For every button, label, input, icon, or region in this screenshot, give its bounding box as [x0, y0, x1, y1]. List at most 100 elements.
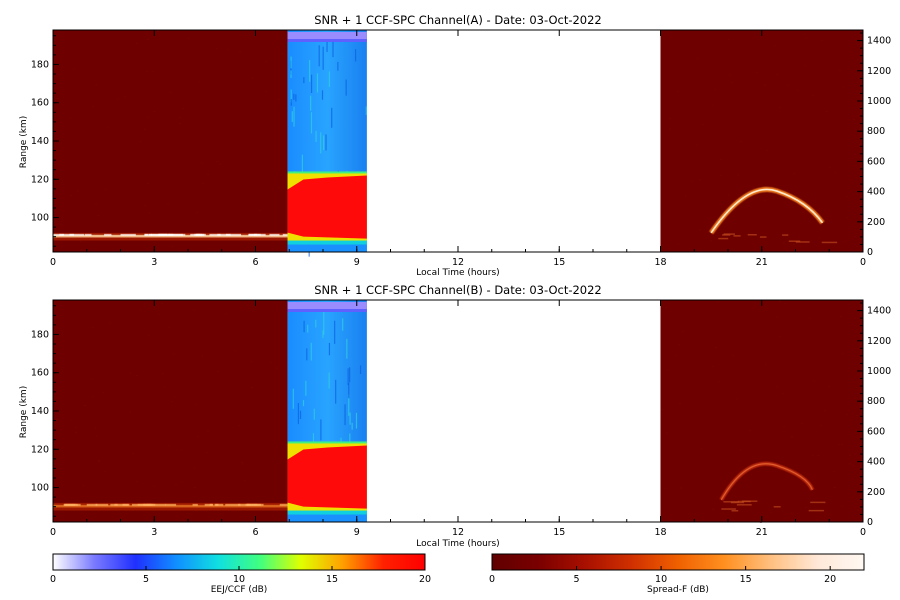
spread-f-noise: [224, 313, 227, 315]
panel-channel-b: SNR + 1 CCF-SPC Channel(B) - Date: 03-Oc…: [19, 283, 891, 549]
plume-streak: [723, 233, 735, 235]
spread-f-noise: [226, 49, 229, 51]
y2-tick-label: 1200: [867, 66, 891, 77]
echo-speck: [60, 233, 64, 236]
spread-f-noise: [671, 119, 674, 121]
spread-f-noise: [175, 449, 178, 451]
spread-f-noise: [800, 422, 803, 424]
echo-speck: [225, 233, 242, 236]
spread-f-noise: [801, 211, 804, 213]
echo-speck: [86, 503, 98, 506]
spread-f-noise: [808, 317, 811, 319]
x-tick-label: 18: [654, 257, 666, 268]
eej-streak: [295, 94, 297, 102]
spread-f-noise: [793, 244, 796, 246]
spread-f-noise: [714, 88, 717, 90]
spread-f-noise: [710, 240, 713, 242]
spread-f-noise: [846, 217, 849, 219]
spread-f-noise: [699, 229, 702, 231]
panel-title: SNR + 1 CCF-SPC Channel(A) - Date: 03-Oc…: [314, 13, 602, 27]
spread-f-noise: [70, 419, 73, 421]
spread-f-noise: [139, 141, 142, 143]
echo-speck: [150, 233, 167, 236]
echo-speck: [53, 233, 61, 236]
spread-f-noise: [250, 360, 253, 362]
echo-speck: [104, 233, 112, 236]
spread-f-noise: [839, 315, 842, 317]
y-tick-label: 180: [31, 59, 49, 70]
spread-f-noise: [168, 326, 171, 328]
spread-f-noise: [664, 487, 667, 489]
y-tick-label: 160: [31, 98, 49, 109]
echo-speck: [144, 233, 148, 236]
eej-streak: [344, 404, 346, 426]
eej-streak: [322, 330, 324, 339]
spread-f-noise: [207, 173, 210, 175]
eej-streak: [321, 90, 324, 100]
spread-f-noise: [277, 98, 280, 100]
spread-f-noise: [193, 467, 196, 469]
spread-f-noise: [696, 144, 699, 146]
spread-f-noise: [196, 211, 199, 213]
spread-f-noise: [737, 174, 740, 176]
spread-f-noise: [117, 98, 120, 100]
spread-f-noise: [251, 387, 254, 389]
spread-f-noise: [238, 424, 241, 426]
spread-f-noise: [239, 51, 242, 53]
spread-f-noise: [711, 365, 714, 367]
eej-streak: [322, 46, 324, 70]
spread-f-noise: [200, 355, 203, 357]
spread-f-noise: [56, 97, 59, 99]
x-tick-label: 6: [252, 527, 258, 538]
echo-speck: [69, 233, 85, 236]
spread-f-noise: [838, 443, 841, 445]
spread-f-noise: [715, 346, 718, 348]
x-tick-label: 15: [553, 527, 565, 538]
spread-f-noise: [728, 74, 731, 76]
axis-ticks: 0 3 6 9 12 15 18 21 0 100 120 140 160 180 0 200 400 600 80…: [31, 299, 891, 538]
x-tick-label: 0: [860, 527, 866, 538]
spread-f-noise: [720, 158, 723, 160]
eej-streak: [302, 400, 305, 407]
eej-streak: [351, 422, 353, 430]
echo-speck: [215, 503, 224, 506]
echo-speck: [269, 233, 280, 236]
eej-streak: [290, 70, 292, 78]
eej-streak: [320, 419, 322, 441]
spread-f-noise: [207, 430, 210, 432]
echo-speck: [225, 503, 241, 506]
y2-tick-label: 400: [867, 457, 885, 468]
spread-f-noise: [859, 389, 862, 391]
eej-top-band: [287, 32, 367, 42]
spread-f-background: [53, 300, 288, 522]
spread-f-noise: [774, 45, 777, 47]
eej-streak: [349, 367, 351, 383]
y-tick-label: 100: [31, 483, 49, 494]
spread-f-noise: [856, 414, 859, 416]
spread-f-noise: [205, 452, 208, 454]
eej-streak: [313, 408, 315, 420]
eej-streak: [293, 106, 295, 127]
eej-top-band: [287, 302, 367, 312]
echo-speck: [238, 503, 250, 506]
plume-streak: [788, 240, 801, 242]
x-tick-label: 21: [756, 257, 768, 268]
y-tick-label: 140: [31, 406, 49, 417]
eej-streak: [359, 365, 362, 375]
spread-f-noise: [763, 199, 766, 201]
spread-f-noise: [841, 353, 844, 355]
spread-f-noise: [841, 444, 844, 446]
spread-f-noise: [779, 300, 782, 302]
spread-f-noise: [770, 512, 773, 514]
spread-f-noise: [782, 392, 785, 394]
eej-streak: [315, 319, 317, 328]
spread-f-noise: [842, 86, 845, 88]
spread-f-noise: [129, 372, 132, 374]
spread-f-noise: [90, 378, 93, 380]
eej-streak: [292, 388, 294, 409]
spread-f-noise: [139, 309, 142, 311]
spread-f-noise: [109, 322, 112, 324]
plume-streak: [737, 500, 751, 503]
spread-f-noise: [169, 92, 172, 94]
